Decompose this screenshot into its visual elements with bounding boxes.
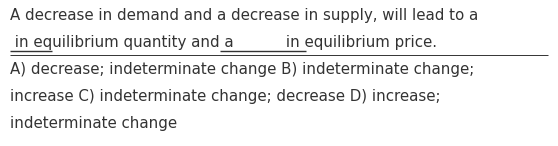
Text: indeterminate change: indeterminate change — [10, 116, 177, 131]
Text: A decrease in demand and a decrease in supply, will lead to a: A decrease in demand and a decrease in s… — [10, 8, 478, 23]
Text: in equilibrium quantity and a           in equilibrium price.: in equilibrium quantity and a in equilib… — [10, 35, 437, 50]
Text: increase C) indeterminate change; decrease D) increase;: increase C) indeterminate change; decrea… — [10, 89, 440, 104]
Text: A) decrease; indeterminate change B) indeterminate change;: A) decrease; indeterminate change B) ind… — [10, 62, 474, 77]
